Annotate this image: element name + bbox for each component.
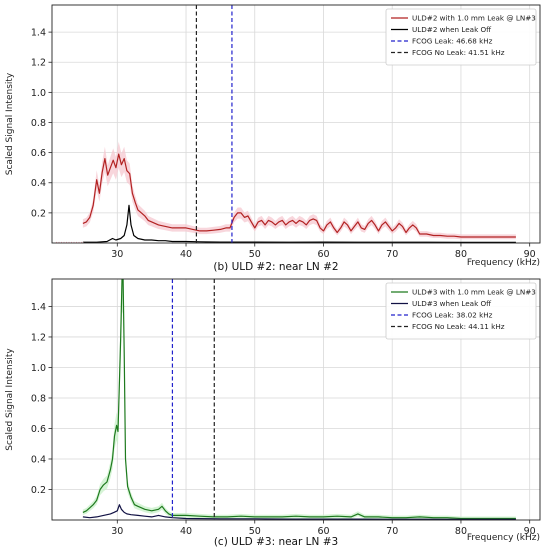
panel-caption: (c) ULD #3: near LN #3 [214, 536, 338, 548]
legend-box [385, 282, 537, 340]
legend: ULD#3 with 1.0 mm Leak @ LN#3 ULD#3 when … [385, 282, 537, 340]
y-axis-label: Scaled Signal Intensity [5, 348, 15, 451]
y-tick-label: 1.2 [31, 332, 46, 343]
legend-label: FCOG Leak: 38.02 kHz [412, 311, 493, 320]
y-tick-label: 0.6 [31, 148, 46, 159]
x-tick-label: 80 [455, 249, 467, 260]
series-line-1 [82, 204, 516, 243]
x-tick-label: 40 [180, 526, 192, 537]
x-tick-label: 50 [249, 249, 261, 260]
legend: ULD#2 with 1.0 mm Leak @ LN#3 ULD#2 when … [385, 8, 537, 66]
x-tick-label: 30 [111, 249, 123, 260]
y-tick-label: 0.2 [31, 208, 46, 219]
plot-area [82, 279, 516, 520]
x-tick-label: 70 [386, 526, 398, 537]
series-band-0 [82, 141, 516, 240]
x-axis-label: Frequency (kHz) [467, 533, 540, 543]
legend-label: FCOG No Leak: 44.11 kHz [412, 322, 505, 331]
legend-label: ULD#3 with 1.0 mm Leak @ LN#3 [412, 288, 536, 297]
plot-area [56, 5, 516, 243]
chart-panel-0: 30 40 50 60 70 80 90 0.2 0.4 0.6 0.8 1.0 1.2 1.4 Frequ… [5, 4, 541, 273]
y-tick-label: 1.4 [31, 302, 46, 313]
panel-caption: (b) ULD #2: near LN #2 [213, 261, 338, 273]
chart-panel-1: 30 40 50 60 70 80 90 0.2 0.4 0.6 0.8 1.0 1.2 1.4 Frequ… [5, 278, 541, 548]
legend-label: FCOG Leak: 46.68 kHz [412, 37, 493, 46]
legend-box [385, 8, 537, 66]
legend-label: FCOG No Leak: 41.51 kHz [412, 48, 505, 57]
y-axis-label: Scaled Signal Intensity [5, 72, 15, 175]
x-tick-label: 70 [386, 249, 398, 260]
x-tick-label: 50 [249, 526, 261, 537]
y-tick-label: 0.8 [31, 393, 46, 404]
y-tick-label: 1.0 [31, 363, 46, 374]
x-tick-label: 30 [111, 526, 123, 537]
y-tick-label: 1.0 [31, 88, 46, 99]
y-tick-label: 1.2 [31, 58, 46, 69]
legend-label: ULD#2 when Leak Off [412, 25, 492, 34]
x-tick-label: 60 [317, 526, 329, 537]
legend-label: ULD#3 when Leak Off [412, 299, 492, 308]
x-tick-label: 40 [180, 249, 192, 260]
y-tick-label: 0.8 [31, 118, 46, 129]
y-tick-label: 1.4 [31, 28, 46, 39]
series-line-0 [82, 279, 516, 520]
x-tick-label: 90 [524, 526, 536, 537]
y-tick-label: 0.6 [31, 424, 46, 435]
y-tick-label: 0.4 [31, 454, 46, 465]
y-tick-label: 0.2 [31, 485, 46, 496]
axes-frame [51, 278, 541, 521]
x-tick-label: 90 [524, 249, 536, 260]
legend-label: ULD#2 with 1.0 mm Leak @ LN#3 [412, 14, 536, 23]
y-tick-label: 0.4 [31, 178, 46, 189]
series-line-0 [82, 153, 516, 238]
series-line-1 [82, 504, 516, 520]
x-axis-label: Frequency (kHz) [467, 258, 540, 268]
x-tick-label: 60 [317, 249, 329, 260]
x-tick-label: 80 [455, 526, 467, 537]
axes-frame [51, 4, 541, 244]
